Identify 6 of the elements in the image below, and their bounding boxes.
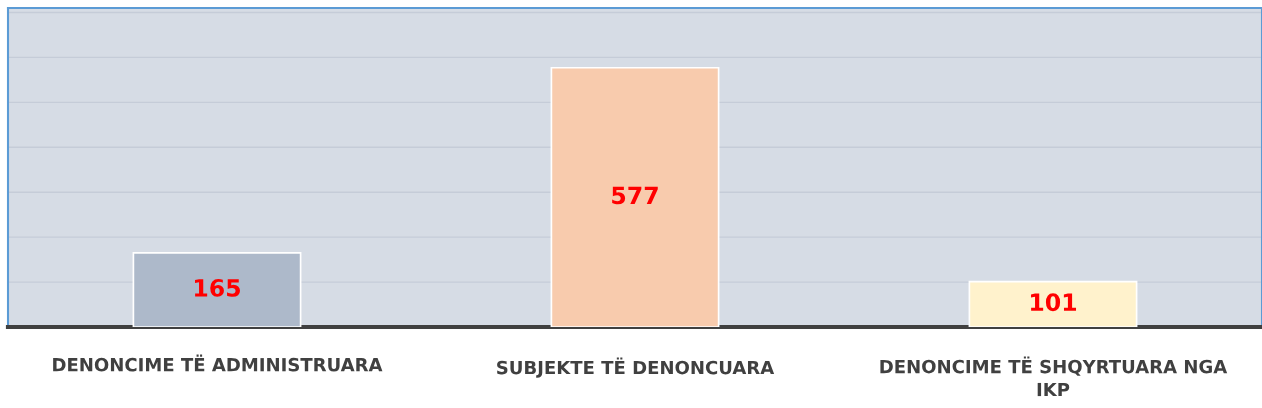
data-label: 165 <box>195 278 240 297</box>
data-label: 101 <box>1031 293 1077 312</box>
x-tick-label: DENONCIME TË SHQYRTUARA NGA IKP <box>880 356 1228 397</box>
data-label: 577 <box>612 186 658 205</box>
x-tick-label: SUBJEKTE TË DENONCUARA <box>497 357 775 378</box>
x-tick-label: DENONCIME TË ADMINISTRUARA <box>53 354 383 372</box>
